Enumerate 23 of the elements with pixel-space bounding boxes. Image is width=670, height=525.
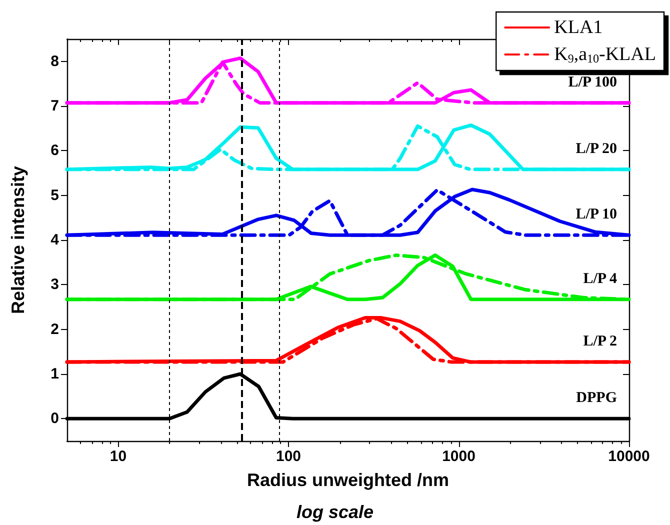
y-axis-title: Relative intensity xyxy=(8,166,28,314)
x-tick-label: 1000 xyxy=(442,448,476,465)
y-tick-label: 4 xyxy=(50,232,60,248)
y-tick-label: 1 xyxy=(50,366,59,382)
x-tick-label: 10 xyxy=(110,448,127,465)
y-tick-label: 8 xyxy=(50,52,59,70)
annotation: L/P 10 xyxy=(576,206,617,223)
y-tick-label: 5 xyxy=(50,186,59,204)
annotation: L/P 100 xyxy=(568,74,617,90)
x-tick-label: 10000 xyxy=(608,448,650,465)
y-tick-label: 6 xyxy=(50,142,59,160)
annotation: L/P 20 xyxy=(576,140,617,157)
y-tick-label: 7 xyxy=(50,98,59,114)
y-tick-label: 3 xyxy=(50,276,59,294)
annotation: L/P 4 xyxy=(583,270,618,287)
y-tick-label: 2 xyxy=(50,320,59,338)
x-tick-label: 100 xyxy=(276,448,302,465)
annotation: L/P 2 xyxy=(583,333,617,350)
legend-label: KLA1 xyxy=(554,17,603,38)
text: log scale xyxy=(296,502,374,522)
annotation: DPPG xyxy=(576,390,618,406)
x-axis-title: Radius unweighted /nm xyxy=(246,470,450,490)
y-tick-label: 0 xyxy=(50,410,59,428)
